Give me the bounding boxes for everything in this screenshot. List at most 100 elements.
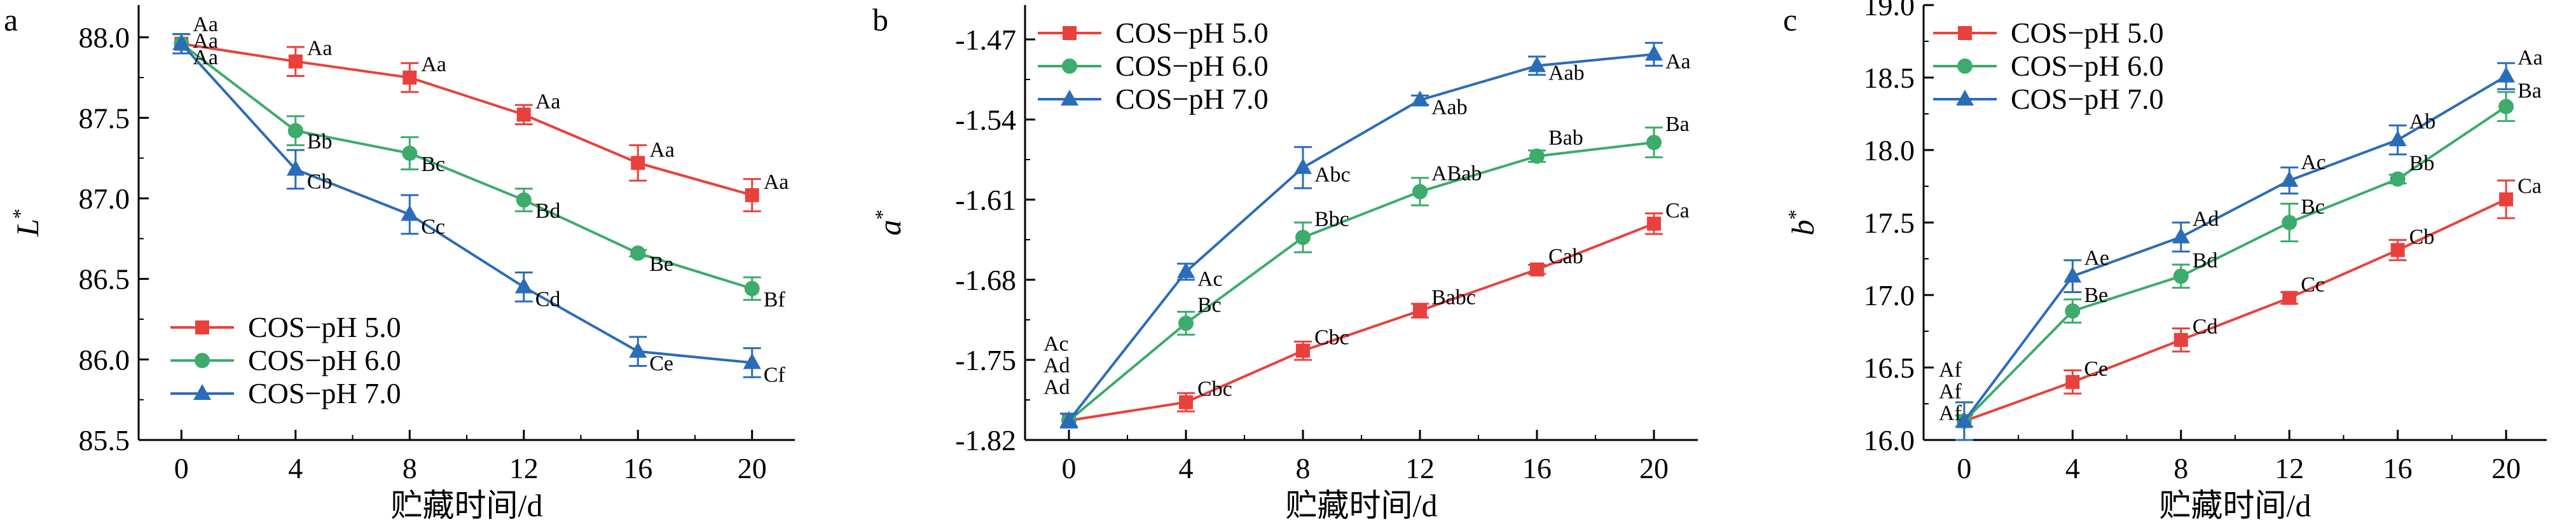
series-2: Ad Bc Bbc ABab Bab Ba xyxy=(1043,113,1690,429)
significance-label: Ca xyxy=(1665,199,1690,223)
data-point xyxy=(1179,395,1193,409)
data-point xyxy=(1294,158,1312,174)
data-point xyxy=(1177,262,1195,278)
series-1: Af Ce Cd Cc Cb Ca xyxy=(1939,175,2542,429)
significance-label: Bb xyxy=(2409,152,2435,175)
panel-letter: b xyxy=(872,2,888,38)
series-2: Aa Bb Bc Bd Be Bf xyxy=(172,29,785,312)
legend-label: COS−pH 5.0 xyxy=(1115,17,1269,49)
significance-label: Ca xyxy=(2517,175,2542,198)
significance-label: Cb xyxy=(2409,225,2435,249)
y-tick-label: 16.0 xyxy=(1864,424,1915,457)
legend-marker xyxy=(1957,58,1973,74)
legend-label: COS−pH 6.0 xyxy=(1115,50,1269,82)
significance-label: Bc xyxy=(421,153,445,176)
legend-marker xyxy=(1062,58,1077,74)
legend-label: COS−pH 5.0 xyxy=(248,311,401,343)
significance-label: Ba xyxy=(1665,113,1690,136)
significance-label: Babc xyxy=(1431,286,1476,310)
x-tick-label: 12 xyxy=(1405,452,1435,484)
y-tick-label: 17.0 xyxy=(1864,279,1915,312)
y-tick-label: -1.82 xyxy=(955,424,1016,457)
chart-panel-a: a 0 4 8 12 16 20 85.5 86.0 86.5 87.0 87.5 88.0 贮藏时间/d… xyxy=(4,2,795,523)
panel-letter: a xyxy=(4,2,18,38)
series-line xyxy=(181,43,753,290)
series-line xyxy=(1068,222,1655,422)
y-tick-label: -1.54 xyxy=(955,104,1016,136)
significance-label: Ce xyxy=(649,352,673,376)
significance-label: Ad xyxy=(1043,354,1070,377)
significance-label: Cbc xyxy=(1197,378,1232,401)
data-point xyxy=(743,353,761,369)
significance-label: Aa xyxy=(307,37,333,60)
data-point xyxy=(287,123,303,139)
significance-label: Be xyxy=(649,252,673,276)
significance-label: Aa xyxy=(193,46,218,69)
data-point xyxy=(1645,45,1663,61)
data-point xyxy=(516,192,532,208)
data-point xyxy=(1178,315,1194,331)
y-axis-label: a* xyxy=(871,210,907,236)
significance-label: Bd xyxy=(535,200,561,223)
significance-label: Aa xyxy=(1665,50,1691,73)
legend-marker xyxy=(1061,90,1078,106)
y-tick-label: -1.61 xyxy=(955,184,1016,216)
data-point xyxy=(1295,230,1311,245)
y-axis-label: b* xyxy=(1784,210,1821,236)
significance-label: Cbc xyxy=(1314,326,1349,350)
significance-label: Bd xyxy=(2193,249,2218,272)
data-point xyxy=(288,54,303,69)
x-tick-label: 4 xyxy=(288,452,303,484)
series-line xyxy=(1963,74,2507,422)
series-line xyxy=(1963,105,2507,422)
y-tick-label: 85.5 xyxy=(79,424,130,457)
x-tick-label: 20 xyxy=(2491,452,2521,484)
chart-panel-b: b 0 4 8 12 16 20 -1.82 -1.75 -1.68 -1.61 -1.54 -1.47… xyxy=(871,2,1698,523)
legend-marker xyxy=(1958,26,1972,40)
significance-label: Af xyxy=(1939,358,1962,381)
data-point xyxy=(1955,411,1973,428)
significance-label: Cd xyxy=(2193,315,2218,339)
significance-label: Bc xyxy=(2301,195,2325,219)
series-line xyxy=(1964,198,2507,423)
data-point xyxy=(2282,215,2297,230)
data-point xyxy=(2173,333,2188,347)
x-axis-label: 贮藏时间/d xyxy=(1286,488,1438,523)
data-point xyxy=(2498,99,2514,114)
series-line xyxy=(1068,141,1655,422)
data-point xyxy=(1646,135,1662,150)
x-tick-label: 8 xyxy=(403,452,417,484)
significance-label: Cc xyxy=(421,215,445,238)
data-point xyxy=(403,71,417,85)
y-tick-label: -1.47 xyxy=(955,24,1016,56)
series-line xyxy=(180,43,752,364)
legend-label: COS−pH 6.0 xyxy=(2011,50,2164,82)
legend-label: COS−pH 5.0 xyxy=(2011,17,2164,49)
significance-label: Ba xyxy=(2517,79,2542,103)
x-tick-label: 20 xyxy=(738,452,767,484)
significance-label: Bbc xyxy=(1314,207,1349,231)
data-point xyxy=(401,205,419,221)
data-point xyxy=(2173,268,2189,284)
y-tick-label: -1.75 xyxy=(955,344,1016,376)
significance-label: Aa xyxy=(2517,46,2543,70)
x-axis-label: 贮藏时间/d xyxy=(391,488,543,523)
significance-label: Bab xyxy=(1548,127,1583,150)
significance-label: Ac xyxy=(2301,151,2326,174)
significance-label: Cc xyxy=(2301,273,2325,297)
data-point xyxy=(402,146,418,161)
x-tick-label: 16 xyxy=(623,452,652,484)
x-tick-label: 0 xyxy=(174,452,189,484)
series-2: Af Be Bd Bc Bb Ba xyxy=(1939,79,2542,429)
x-tick-label: 4 xyxy=(2065,452,2080,484)
data-point xyxy=(2497,66,2516,83)
significance-label: Bb xyxy=(307,130,333,154)
significance-label: ABab xyxy=(1431,161,1482,185)
data-point xyxy=(516,107,531,122)
y-tick-label: 19.0 xyxy=(1864,0,1915,22)
significance-label: Ac xyxy=(1197,267,1223,291)
